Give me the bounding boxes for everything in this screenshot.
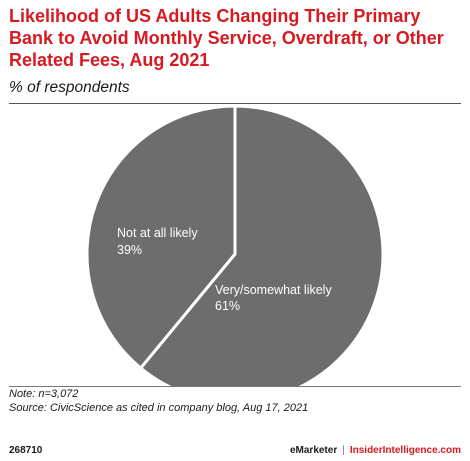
chart-title: Likelihood of US Adults Changing Their P… — [9, 6, 444, 70]
pie-chart: Very/somewhat likely 61% Not at all likely… — [85, 104, 385, 386]
slice-label-very-somewhat-likely: Very/somewhat likely — [215, 283, 332, 297]
brand-name: eMarketer — [289, 445, 338, 456]
bottom-divider — [9, 386, 461, 387]
pie-slice-very-somewhat-likely — [139, 104, 385, 386]
chart-notes: Note: n=3,072 Source: CivicScience as ci… — [9, 387, 308, 415]
source-text: Source: CivicScience as cited in company… — [9, 402, 309, 414]
slice-label-not-at-all-likely: Not at all likely — [117, 226, 198, 240]
footer-separator: | — [342, 445, 345, 456]
pie-slice-not-at-all-likely — [85, 104, 237, 370]
site-link[interactable]: InsiderIntelligence.com — [349, 445, 461, 456]
top-divider — [9, 103, 461, 104]
slice-value-very-somewhat-likely: 61% — [215, 299, 240, 313]
note-text: Note: n=3,072 — [9, 388, 79, 400]
footer-brand: eMarketer | InsiderIntelligence.com — [290, 444, 461, 458]
chart-id: 268710 — [9, 445, 43, 456]
slice-value-not-at-all-likely: 39% — [117, 243, 142, 257]
chart-subtitle: % of respondents — [9, 79, 130, 96]
footer: 268710 eMarketer | InsiderIntelligence.com — [9, 444, 461, 458]
